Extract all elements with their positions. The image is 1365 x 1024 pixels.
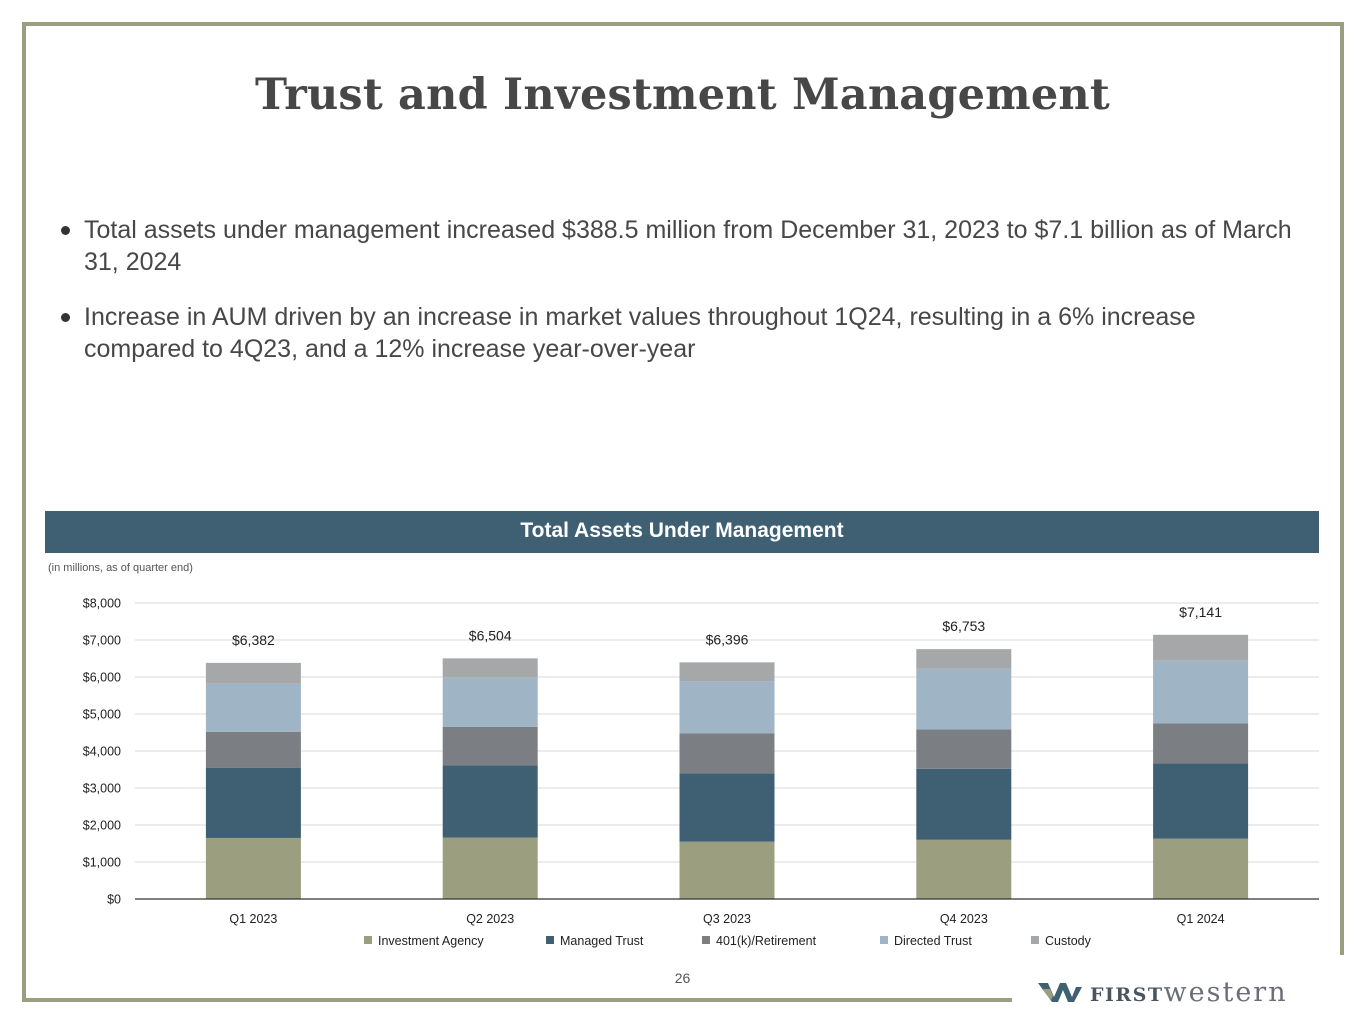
- bar-segment: [205, 767, 301, 838]
- y-tick-label: $4,000: [83, 745, 121, 759]
- y-tick-label: $1,000: [83, 856, 121, 870]
- bar-segment: [679, 662, 775, 682]
- x-tick-label: Q3 2023: [703, 912, 751, 926]
- bullet-dot-icon: [61, 313, 70, 322]
- bar-segment: [916, 729, 1012, 769]
- x-tick-label: Q1 2023: [229, 912, 277, 926]
- bar-segment: [916, 668, 1012, 730]
- bar-segment: [679, 841, 775, 899]
- y-tick-label: $8,000: [83, 597, 121, 611]
- legend-swatch: [1031, 936, 1039, 944]
- logo-western: western: [1163, 976, 1288, 1008]
- bar-segment: [916, 649, 1012, 669]
- bar-segment: [679, 681, 775, 734]
- bar-segment: [442, 837, 538, 899]
- bar-segment: [916, 839, 1012, 899]
- total-label: $6,753: [942, 618, 985, 634]
- page-number: 26: [674, 970, 691, 986]
- legend-label: 401(k)/Retirement: [716, 934, 817, 948]
- bar-segment: [205, 837, 301, 899]
- logo-first: FIRST: [1090, 983, 1164, 1006]
- bar-segment: [442, 726, 538, 766]
- bar-segment: [916, 768, 1012, 840]
- bullet-dot-icon: [61, 226, 70, 235]
- bar-segment: [679, 773, 775, 842]
- chart-title: Total Assets Under Management: [45, 511, 1319, 553]
- bar-segment: [442, 765, 538, 838]
- y-tick-label: $6,000: [83, 671, 121, 685]
- total-label: $6,382: [232, 632, 275, 648]
- total-label: $7,141: [1179, 604, 1222, 620]
- bar-segment: [1153, 723, 1249, 764]
- bar-segment: [1153, 838, 1249, 899]
- bar-segment: [205, 683, 301, 732]
- bar-segment: [1153, 763, 1249, 839]
- legend-label: Directed Trust: [894, 934, 972, 948]
- bullet-item: Total assets under management increased …: [58, 214, 1308, 278]
- logo-wordmark: FIRSTwestern: [1082, 977, 1288, 1008]
- legend-label: Investment Agency: [378, 934, 484, 948]
- slide-title: Trust and Investment Management: [255, 70, 1110, 120]
- bullet-text: Total assets under management increased …: [84, 216, 1292, 276]
- logo-mark-icon: [1038, 983, 1082, 1002]
- x-tick-label: Q1 2024: [1177, 912, 1225, 926]
- bullet-text: Increase in AUM driven by an increase in…: [84, 303, 1196, 363]
- legend-label: Custody: [1045, 934, 1092, 948]
- bullet-list: Total assets under management increased …: [58, 214, 1308, 388]
- bar-segment: [1153, 634, 1249, 661]
- bar-segment: [679, 733, 775, 774]
- y-tick-label: $3,000: [83, 782, 121, 796]
- y-tick-label: $5,000: [83, 708, 121, 722]
- x-tick-label: Q2 2023: [466, 912, 514, 926]
- slide-frame: [22, 22, 1344, 1002]
- bar-segment: [1153, 660, 1249, 724]
- legend-swatch: [546, 936, 554, 944]
- chart-subtitle: (in millions, as of quarter end): [48, 562, 193, 574]
- total-label: $6,504: [469, 627, 512, 643]
- bar-segment: [442, 658, 538, 678]
- y-tick-label: $2,000: [83, 819, 121, 833]
- total-label: $6,396: [706, 631, 749, 647]
- legend-label: Managed Trust: [560, 934, 644, 948]
- bar-segment: [205, 731, 301, 768]
- y-tick-label: $0: [107, 893, 121, 907]
- legend-swatch: [880, 936, 888, 944]
- company-logo: FIRSTwestern: [1038, 977, 1288, 1008]
- bar-segment: [442, 677, 538, 727]
- x-tick-label: Q4 2023: [940, 912, 988, 926]
- frame-gap: [1012, 955, 1352, 1015]
- legend-swatch: [364, 936, 372, 944]
- bar-segment: [205, 662, 301, 684]
- y-tick-label: $7,000: [83, 634, 121, 648]
- bullet-item: Increase in AUM driven by an increase in…: [58, 301, 1308, 365]
- legend-swatch: [702, 936, 710, 944]
